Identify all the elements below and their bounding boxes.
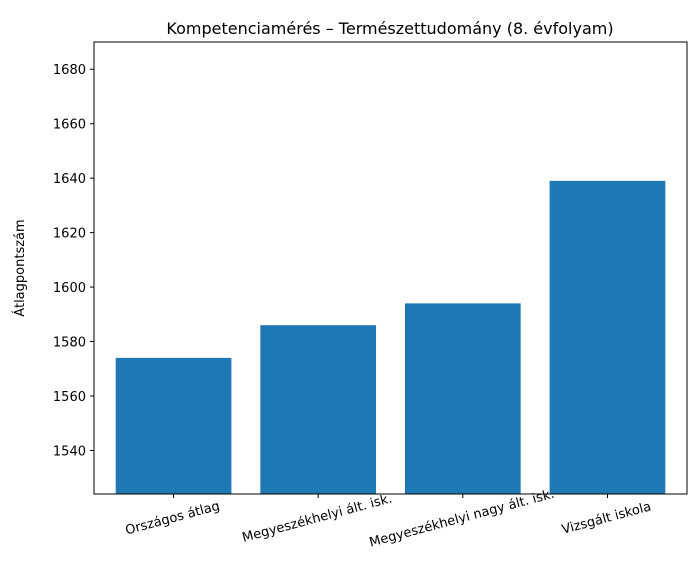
y-tick-label: 1560 [53, 390, 86, 405]
y-tick-label: 1600 [53, 281, 86, 296]
y-tick-label: 1580 [53, 336, 86, 351]
bar [404, 303, 521, 494]
bar [260, 325, 377, 494]
y-axis-label: Átlagpontszám [12, 219, 28, 316]
y-tick-label: 1620 [53, 227, 86, 242]
x-tick-label: Megyeszékhelyi nagy ált. isk. [368, 487, 556, 551]
bar [549, 180, 666, 494]
x-tick-label: Vizsgált iskola [560, 499, 653, 537]
plot-frame [93, 41, 688, 495]
chart-title: Kompetenciamérés – Természettudomány (8.… [166, 19, 613, 38]
y-tick-label: 1540 [53, 444, 86, 459]
y-tick-label: 1640 [53, 172, 86, 187]
x-tick-label: Országos átlag [124, 499, 222, 539]
bar [115, 357, 232, 494]
y-tick-label: 1680 [53, 63, 86, 78]
y-tick-label: 1660 [53, 118, 86, 133]
